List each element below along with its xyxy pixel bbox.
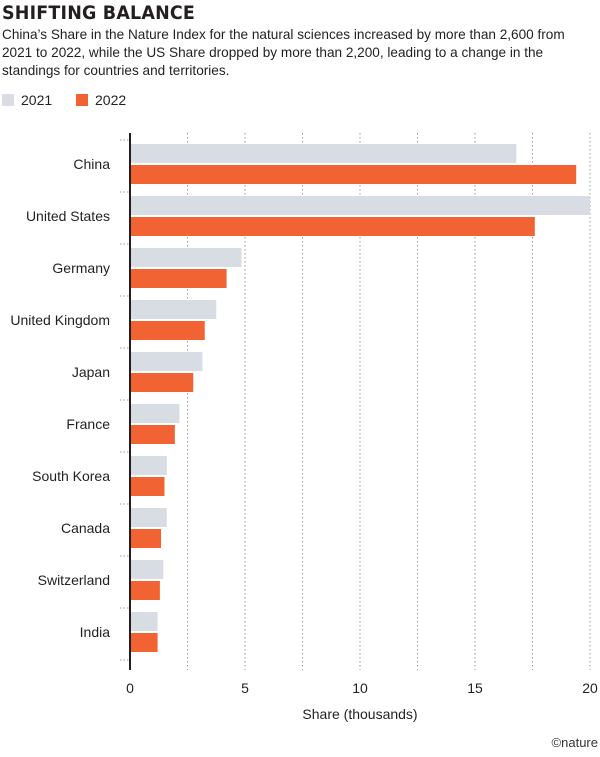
category-label: Canada bbox=[61, 520, 110, 536]
chart-title: SHIFTING BALANCE bbox=[2, 2, 196, 24]
legend-label-2022: 2022 bbox=[95, 92, 127, 108]
bar-2022-japan bbox=[130, 373, 194, 392]
legend-label-2021: 2021 bbox=[21, 92, 53, 108]
legend-swatch-2022 bbox=[76, 94, 88, 106]
category-label: China bbox=[73, 156, 110, 172]
category-label: South Korea bbox=[32, 468, 110, 484]
chart-subtitle: China’s Share in the Nature Index for th… bbox=[2, 27, 565, 78]
x-tick-label: 20 bbox=[582, 680, 598, 696]
bar-2022-south-korea bbox=[130, 477, 165, 496]
bar-2022-germany bbox=[130, 269, 227, 288]
category-label: Switzerland bbox=[38, 572, 110, 588]
bar-2021-china bbox=[130, 144, 517, 163]
category-label: India bbox=[80, 624, 111, 640]
bar-2021-germany bbox=[130, 248, 242, 267]
x-tick-label: 15 bbox=[467, 680, 483, 696]
legend-item-2022: 2022 bbox=[76, 92, 126, 108]
bar-2022-china bbox=[130, 165, 577, 184]
category-label: Germany bbox=[52, 260, 110, 276]
nature-credit: ©nature bbox=[551, 735, 598, 750]
bar-2021-france bbox=[130, 404, 180, 423]
legend-item-2021: 2021 bbox=[2, 92, 52, 108]
bar-2021-japan bbox=[130, 352, 203, 371]
category-label: United States bbox=[26, 208, 110, 224]
bar-2022-united-kingdom bbox=[130, 321, 205, 340]
bar-2021-united-kingdom bbox=[130, 300, 217, 319]
bar-2022-switzerland bbox=[130, 581, 160, 600]
category-label: France bbox=[66, 416, 110, 432]
category-label: Japan bbox=[72, 364, 110, 380]
x-tick-label: 0 bbox=[126, 680, 134, 696]
x-tick-label: 5 bbox=[241, 680, 249, 696]
bar-2022-france bbox=[130, 425, 175, 444]
bar-2022-united-states bbox=[130, 217, 535, 236]
bar-2022-canada bbox=[130, 529, 162, 548]
bar-2022-india bbox=[130, 633, 158, 652]
category-label: United Kingdom bbox=[10, 312, 110, 328]
bar-2021-united-states bbox=[130, 196, 590, 215]
bar-2021-south-korea bbox=[130, 456, 167, 475]
bar-2021-switzerland bbox=[130, 560, 164, 579]
legend-swatch-2021 bbox=[2, 94, 14, 106]
x-tick-label: 10 bbox=[352, 680, 368, 696]
bar-2021-canada bbox=[130, 508, 167, 527]
x-axis-label: Share (thousands) bbox=[302, 706, 417, 722]
bar-2021-india bbox=[130, 612, 158, 631]
